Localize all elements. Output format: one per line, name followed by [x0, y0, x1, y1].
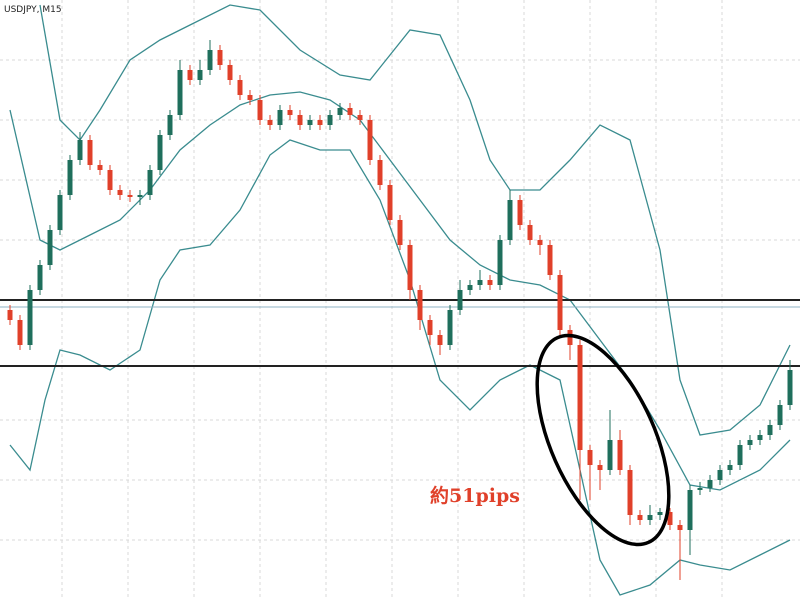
candle-body — [287, 110, 293, 115]
candle-body — [277, 110, 283, 125]
candle-body — [37, 265, 43, 290]
candle-body — [637, 515, 643, 520]
candle-body — [147, 170, 153, 195]
candle-body — [607, 440, 613, 470]
candle-body — [357, 115, 363, 120]
annotation: 約51pips — [430, 484, 520, 507]
candle-body — [67, 160, 73, 195]
highlight-ellipse — [535, 333, 671, 547]
candle-body — [237, 80, 243, 95]
candle-body — [507, 200, 513, 240]
candle-body — [717, 470, 723, 480]
candle-body — [617, 440, 623, 470]
candle-body — [467, 285, 473, 290]
candle-body — [7, 310, 13, 320]
candle-body — [387, 185, 393, 220]
candle-body — [687, 490, 693, 530]
candle-body — [557, 275, 563, 330]
candle-body — [207, 50, 213, 70]
candle-body — [727, 465, 733, 470]
candle-body — [587, 450, 593, 465]
candle-body — [347, 108, 353, 115]
candle-body — [57, 195, 63, 230]
candle-body — [127, 195, 133, 197]
candle-body — [747, 440, 753, 445]
candle-body — [47, 230, 53, 265]
candle-body — [257, 100, 263, 120]
candle-body — [787, 370, 793, 405]
candle-body — [177, 70, 183, 115]
candle-body — [337, 108, 343, 115]
candle-body — [417, 290, 423, 320]
candle-body — [307, 120, 313, 125]
candle-body — [597, 465, 603, 470]
candle-body — [577, 345, 583, 450]
candle-body — [757, 435, 763, 440]
band-line — [39, 4, 791, 436]
candle-body — [697, 488, 703, 490]
candle-body — [367, 120, 373, 160]
candle-body — [87, 140, 93, 165]
candle-body — [657, 512, 663, 515]
candle-body — [297, 115, 303, 125]
candle-body — [517, 200, 523, 225]
candle-body — [567, 330, 573, 345]
candle-body — [117, 190, 123, 195]
candle-body — [777, 405, 783, 425]
candle-body — [27, 290, 33, 345]
candle-body — [427, 320, 433, 335]
band-line — [9, 139, 791, 596]
plot-area — [0, 4, 800, 596]
candle-body — [267, 120, 273, 125]
band-line — [9, 91, 791, 491]
candle-body — [317, 120, 323, 125]
candle-body — [77, 140, 83, 160]
candle-body — [327, 115, 333, 125]
candle-body — [157, 135, 163, 170]
candle-body — [677, 525, 683, 530]
candle-body — [527, 225, 533, 240]
candle-body — [477, 280, 483, 285]
candle-body — [397, 220, 403, 245]
candle-body — [537, 240, 543, 245]
candle-body — [627, 470, 633, 515]
candle-body — [437, 335, 443, 345]
candle-body — [547, 245, 553, 275]
candle-body — [497, 240, 503, 285]
candle-body — [667, 512, 673, 525]
candle-body — [407, 245, 413, 290]
candle-body — [187, 70, 193, 80]
candle-body — [447, 310, 453, 345]
candle-body — [97, 165, 103, 170]
candle-body — [487, 280, 493, 285]
candle-body — [217, 50, 223, 65]
candle-body — [197, 70, 203, 80]
candle-body — [707, 480, 713, 488]
candle-body — [107, 170, 113, 190]
candle-body — [377, 160, 383, 185]
chart-title: USDJPY, M15 — [4, 5, 62, 15]
candle-body — [247, 95, 253, 100]
candle-body — [227, 65, 233, 80]
candle-body — [167, 115, 173, 135]
candle-body — [457, 290, 463, 310]
candle-body — [737, 445, 743, 465]
candle-body — [767, 425, 773, 435]
candle-body — [647, 515, 653, 520]
candle-body — [17, 320, 23, 345]
candle-body — [137, 195, 143, 197]
